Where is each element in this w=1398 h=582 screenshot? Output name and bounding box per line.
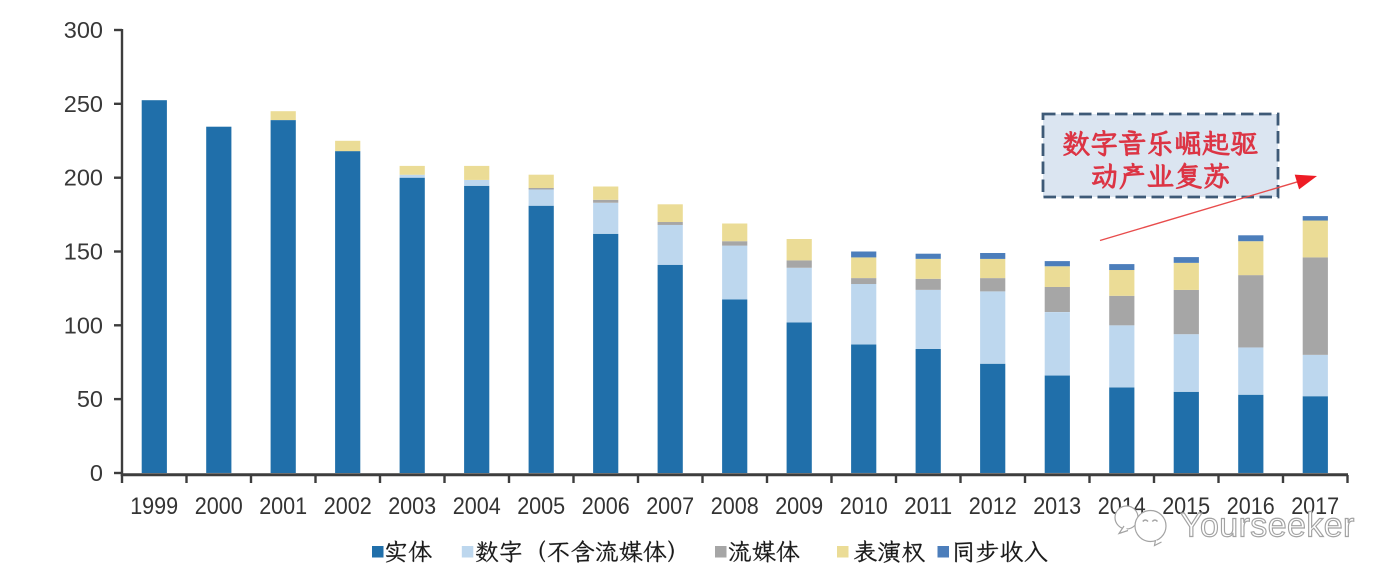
- svg-text:2009: 2009: [775, 493, 823, 520]
- svg-text:2003: 2003: [388, 493, 436, 520]
- svg-text:100: 100: [64, 312, 103, 338]
- svg-text:2005: 2005: [517, 493, 565, 520]
- svg-text:50: 50: [77, 386, 103, 412]
- svg-text:2000: 2000: [195, 493, 243, 520]
- svg-text:2016: 2016: [1227, 493, 1275, 520]
- svg-text:2008: 2008: [711, 493, 759, 520]
- svg-text:2004: 2004: [453, 493, 501, 520]
- svg-text:2015: 2015: [1162, 493, 1210, 520]
- svg-text:2001: 2001: [259, 493, 307, 520]
- svg-text:150: 150: [64, 239, 103, 265]
- svg-text:2002: 2002: [324, 493, 372, 520]
- svg-text:2012: 2012: [969, 493, 1017, 520]
- svg-text:300: 300: [64, 17, 103, 43]
- svg-text:2006: 2006: [582, 493, 630, 520]
- svg-text:2007: 2007: [646, 493, 694, 520]
- svg-text:250: 250: [64, 91, 103, 117]
- svg-text:2013: 2013: [1033, 493, 1081, 520]
- svg-text:0: 0: [90, 460, 103, 486]
- svg-text:Yourseeker: Yourseeker: [1180, 507, 1355, 545]
- svg-text:1999: 1999: [130, 493, 178, 520]
- svg-text:2017: 2017: [1291, 493, 1339, 520]
- svg-text:200: 200: [64, 165, 103, 191]
- svg-text:2010: 2010: [840, 493, 888, 520]
- svg-text:2011: 2011: [904, 493, 952, 520]
